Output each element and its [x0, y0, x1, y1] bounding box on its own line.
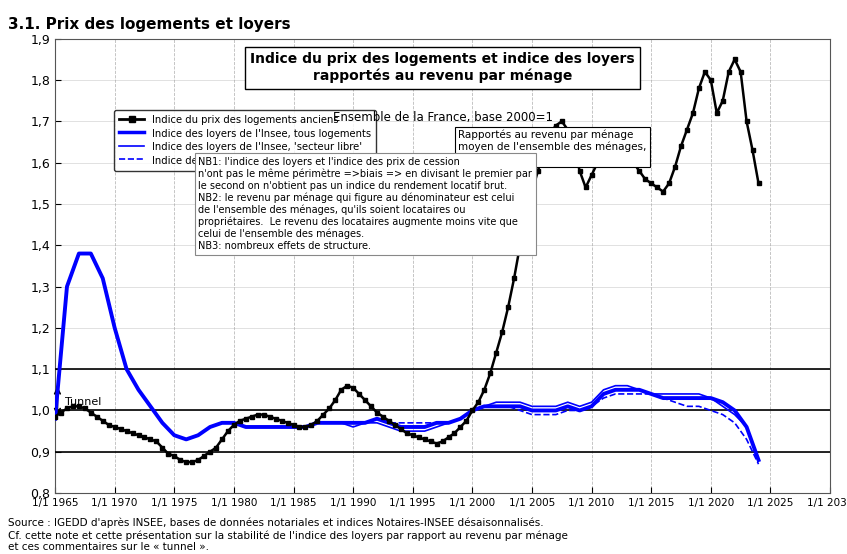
- Text: NB1: l'indice des loyers et l'indice des prix de cession
n'ont pas le même périm: NB1: l'indice des loyers et l'indice des…: [198, 157, 532, 251]
- Text: Indice du prix des logements et indice des loyers
rapportés au revenu par ménage: Indice du prix des logements et indice d…: [250, 53, 635, 83]
- Text: 3.1. Prix des logements et loyers: 3.1. Prix des logements et loyers: [8, 17, 291, 32]
- Legend: Indice du prix des logements anciens, Indice des loyers de l'Insee, tous logemen: Indice du prix des logements anciens, In…: [114, 110, 376, 171]
- Text: Rapportés au revenu par ménage
moyen de l'ensemble des ménages,
base 2000=1: Rapportés au revenu par ménage moyen de …: [458, 130, 646, 164]
- Text: Source : IGEDD d'après INSEE, bases de données notariales et indices Notaires-IN: Source : IGEDD d'après INSEE, bases de d…: [8, 518, 568, 552]
- Text: Ensemble de la France, base 2000=1: Ensemble de la France, base 2000=1: [333, 111, 552, 125]
- Text: Tunnel: Tunnel: [64, 397, 101, 407]
